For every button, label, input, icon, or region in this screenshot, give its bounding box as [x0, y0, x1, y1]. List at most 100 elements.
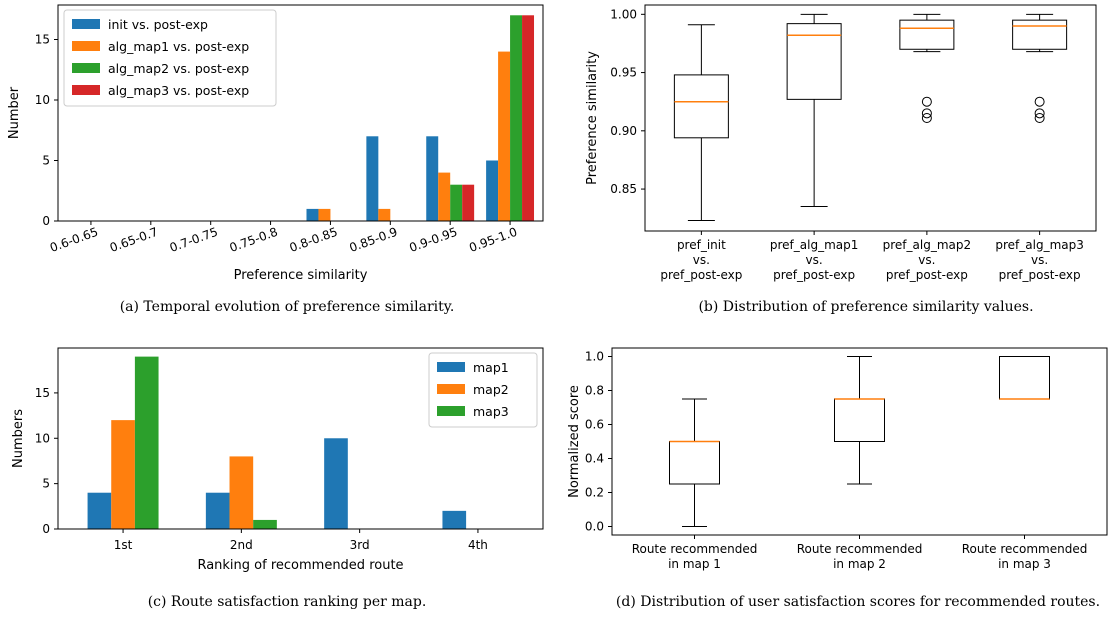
x-tick-label: vs. — [1031, 253, 1048, 267]
outlier-point — [1034, 108, 1045, 119]
outlier-point — [921, 113, 932, 123]
legend-swatch — [72, 85, 100, 95]
bar-c-s0-c0 — [87, 492, 112, 529]
figure-caption: (c) Route satisfaction ranking per map. — [148, 594, 427, 610]
axes-frame — [644, 4, 1097, 232]
outlier-point — [1034, 113, 1045, 123]
legend-entry: init vs. post-exp — [108, 17, 208, 32]
x-tick-label: Route recommended — [632, 542, 758, 556]
legend-swatch — [72, 19, 100, 29]
legend-entry: alg_map1 vs. post-exp — [108, 39, 249, 54]
bar-c-s1-c1 — [229, 456, 254, 529]
x-tick-label: 1st — [114, 538, 133, 552]
x-tick-label: pref_init — [677, 238, 726, 252]
x-tick-label: pref_alg_map1 — [770, 238, 859, 252]
y-tick-label: 5 — [42, 477, 50, 491]
x-tick-label: pref_post-exp — [886, 268, 968, 282]
panel-b-box-plot: pref_initvs.pref_post-exppref_alg_map1vs… — [585, 4, 1097, 315]
bar-c-s2-c1 — [253, 519, 277, 529]
x-axis-label: Preference similarity — [234, 268, 368, 283]
box-iqr — [673, 74, 729, 139]
legend-entry: alg_map2 vs. post-exp — [108, 61, 249, 76]
x-tick-label: in map 1 — [668, 557, 721, 571]
bar-a-s0-c6 — [426, 136, 439, 221]
x-tick-label: vs. — [918, 253, 935, 267]
bar-a-s1-c5 — [378, 208, 391, 221]
bar-a-s1-c4 — [318, 208, 331, 221]
box-iqr — [786, 23, 842, 100]
x-tick-label: 0.85-0.9 — [347, 225, 399, 255]
bar-a-s2-c6 — [450, 184, 463, 221]
x-tick-label: 0.75-0.8 — [228, 225, 280, 255]
bar-a-s3-c7 — [522, 15, 535, 221]
bar-a-s3-c6 — [462, 184, 475, 221]
y-tick-label: 1.00 — [610, 7, 637, 21]
axes-frame — [57, 4, 544, 222]
y-axis-label: Preference similarity — [585, 51, 600, 185]
y-tick-label: 10 — [35, 93, 50, 107]
y-axis-label: Numbers — [11, 409, 26, 468]
x-tick-label: pref_post-exp — [660, 268, 742, 282]
bar-a-s1-c7 — [498, 51, 511, 222]
figure-caption: (d) Distribution of user satisfaction sc… — [616, 594, 1100, 610]
y-tick-label: 0 — [42, 214, 50, 228]
x-tick-label: pref_alg_map3 — [995, 238, 1084, 252]
legend-swatch — [72, 63, 100, 73]
panel-a-bar-chart: 0 5 10 15 0.6-0.65 0.65-0.7 0.7-0.75 0.75-0.8 0.… — [7, 4, 544, 315]
x-tick-label: pref_alg_map2 — [883, 238, 972, 252]
y-tick-label: 10 — [35, 431, 50, 445]
y-axis-label: Number — [7, 86, 22, 139]
x-tick-label: 0.95-1.0 — [467, 225, 519, 255]
x-tick-label: pref_post-exp — [999, 268, 1081, 282]
y-tick-label: 0.2 — [585, 486, 604, 500]
x-tick-label: 0.8-0.85 — [288, 225, 340, 255]
legend-swatch — [437, 384, 465, 394]
legend-swatch — [437, 362, 465, 372]
legend-entry: map2 — [473, 382, 509, 397]
x-tick-label: 3rd — [350, 538, 370, 552]
box-iqr — [834, 398, 885, 442]
y-tick-label: 0.6 — [585, 418, 604, 432]
bar-c-s0-c2 — [324, 438, 348, 529]
y-tick-label: 0 — [42, 522, 50, 536]
box-iqr — [1012, 19, 1068, 50]
panel-c-bar-chart: 0 5 10 15 1st 2nd 3rd 4th Ranking of recommended… — [11, 347, 544, 610]
legend-entry: map1 — [473, 360, 509, 375]
y-tick-label: 0.8 — [585, 384, 604, 398]
legend-entry: alg_map3 vs. post-exp — [108, 83, 249, 98]
legend-entry: map3 — [473, 404, 509, 419]
x-tick-label: Route recommended — [797, 542, 923, 556]
y-axis-label: Normalized score — [567, 385, 582, 498]
x-tick-label: in map 2 — [833, 557, 886, 571]
y-tick-label: 0.90 — [610, 124, 637, 138]
x-tick-label: 0.7-0.75 — [168, 225, 220, 255]
x-axis-label: Ranking of recommended route — [197, 558, 403, 573]
box-iqr — [899, 19, 955, 50]
bar-c-s0-c3 — [442, 510, 467, 529]
y-tick-label: 5 — [42, 153, 50, 167]
bar-c-s0-c1 — [205, 492, 230, 529]
x-tick-label: vs. — [806, 253, 823, 267]
x-tick-label: vs. — [693, 253, 710, 267]
x-tick-label: 0.65-0.7 — [108, 225, 160, 255]
x-tick-label: 4th — [468, 538, 488, 552]
x-tick-label: 0.9-0.95 — [407, 225, 459, 255]
y-tick-label: 0.95 — [610, 66, 637, 80]
legend-swatch — [72, 41, 100, 51]
x-tick-label: Route recommended — [962, 542, 1088, 556]
y-tick-label: 15 — [35, 386, 50, 400]
outlier-point — [921, 96, 932, 107]
outlier-point — [921, 108, 932, 119]
figure-caption: (b) Distribution of preference similarit… — [698, 299, 1033, 315]
legend-box — [63, 9, 277, 107]
x-tick-label: 2nd — [230, 538, 253, 552]
x-tick-label: in map 3 — [998, 557, 1051, 571]
bar-a-s0-c4 — [306, 208, 319, 221]
bar-a-s0-c5 — [366, 136, 379, 221]
y-tick-label: 0.0 — [585, 520, 604, 534]
legend-swatch — [437, 406, 465, 416]
bar-a-s0-c7 — [486, 160, 499, 221]
x-tick-label: pref_post-exp — [773, 268, 855, 282]
y-tick-label: 0.4 — [585, 452, 604, 466]
